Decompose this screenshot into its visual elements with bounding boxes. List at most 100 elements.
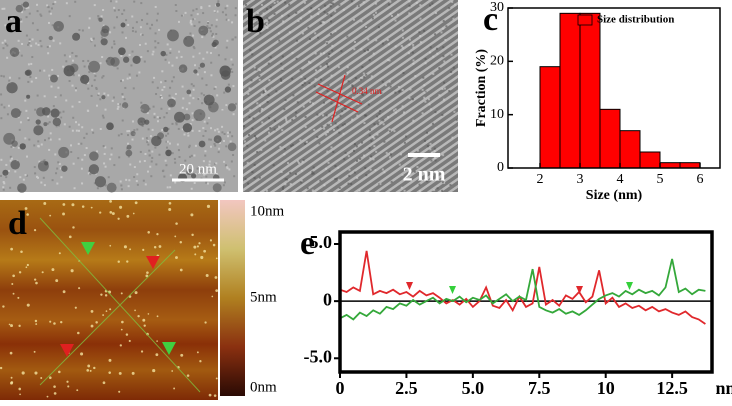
texture bbox=[49, 138, 52, 141]
texture bbox=[432, 55, 435, 58]
texture bbox=[89, 369, 92, 372]
texture bbox=[419, 4, 422, 7]
texture bbox=[35, 175, 38, 178]
texture bbox=[350, 183, 353, 186]
nanoparticle bbox=[2, 169, 9, 176]
texture bbox=[128, 73, 131, 76]
nanoparticle bbox=[106, 182, 117, 193]
texture bbox=[171, 96, 174, 99]
texture bbox=[441, 113, 444, 116]
nanoparticle bbox=[167, 29, 179, 42]
texture bbox=[231, 38, 234, 41]
texture bbox=[56, 182, 59, 185]
texture bbox=[168, 94, 171, 97]
texture bbox=[136, 173, 139, 176]
texture bbox=[169, 48, 172, 51]
texture bbox=[394, 45, 397, 48]
texture bbox=[209, 239, 213, 242]
nanoparticle bbox=[227, 142, 237, 152]
texture bbox=[101, 56, 104, 59]
texture bbox=[108, 358, 112, 362]
texture bbox=[225, 104, 228, 107]
texture bbox=[26, 263, 29, 267]
texture bbox=[134, 30, 137, 33]
nanoparticle bbox=[151, 135, 162, 147]
texture bbox=[300, 181, 303, 184]
texture bbox=[217, 0, 220, 3]
texture bbox=[195, 8, 198, 11]
texture bbox=[201, 77, 204, 80]
texture bbox=[25, 266, 28, 269]
texture bbox=[156, 12, 159, 15]
texture bbox=[109, 199, 112, 203]
texture bbox=[121, 93, 124, 96]
texture bbox=[50, 85, 53, 88]
texture bbox=[289, 183, 292, 186]
texture bbox=[10, 145, 13, 148]
texture bbox=[26, 213, 29, 216]
texture bbox=[273, 13, 276, 16]
texture bbox=[90, 324, 94, 328]
texture bbox=[117, 9, 120, 12]
texture bbox=[423, 84, 426, 87]
nanoparticle bbox=[121, 102, 129, 109]
texture bbox=[429, 46, 432, 49]
texture bbox=[194, 173, 197, 176]
texture bbox=[147, 143, 150, 146]
texture bbox=[233, 175, 236, 178]
texture bbox=[284, 183, 287, 186]
texture bbox=[356, 5, 359, 8]
texture bbox=[300, 179, 303, 182]
texture bbox=[312, 172, 315, 175]
texture bbox=[424, 100, 427, 103]
texture bbox=[204, 321, 207, 324]
texture bbox=[74, 306, 77, 309]
texture bbox=[364, 166, 367, 169]
texture bbox=[70, 144, 73, 147]
texture bbox=[134, 201, 138, 205]
texture bbox=[141, 125, 144, 128]
texture bbox=[104, 146, 107, 149]
texture bbox=[224, 7, 227, 10]
texture bbox=[82, 60, 85, 63]
texture bbox=[415, 1, 418, 4]
profile-line bbox=[339, 250, 706, 325]
texture bbox=[51, 268, 55, 272]
texture bbox=[214, 4, 217, 7]
texture bbox=[25, 109, 28, 112]
texture bbox=[147, 231, 150, 234]
texture bbox=[215, 25, 218, 28]
texture bbox=[175, 222, 178, 225]
texture bbox=[202, 12, 205, 15]
texture bbox=[76, 389, 79, 392]
nanoparticle bbox=[58, 146, 70, 159]
texture bbox=[133, 166, 136, 169]
texture bbox=[174, 161, 177, 164]
texture bbox=[323, 101, 326, 104]
texture bbox=[20, 54, 23, 57]
texture bbox=[373, 145, 376, 148]
texture bbox=[175, 9, 178, 12]
texture bbox=[169, 174, 172, 177]
nanoparticle bbox=[98, 17, 103, 22]
texture bbox=[104, 184, 107, 187]
texture bbox=[158, 28, 161, 31]
texture bbox=[140, 33, 143, 36]
texture bbox=[344, 108, 347, 111]
texture bbox=[90, 206, 93, 209]
texture bbox=[442, 46, 445, 49]
texture bbox=[429, 148, 432, 151]
texture bbox=[109, 0, 112, 3]
texture bbox=[91, 128, 94, 131]
texture bbox=[96, 187, 99, 190]
texture bbox=[321, 21, 324, 24]
texture bbox=[354, 77, 357, 80]
texture bbox=[126, 214, 130, 218]
texture bbox=[125, 333, 129, 336]
texture bbox=[71, 51, 74, 54]
texture bbox=[285, 118, 288, 121]
texture bbox=[171, 370, 174, 372]
texture bbox=[281, 129, 284, 132]
texture bbox=[4, 39, 7, 42]
texture bbox=[319, 68, 322, 71]
